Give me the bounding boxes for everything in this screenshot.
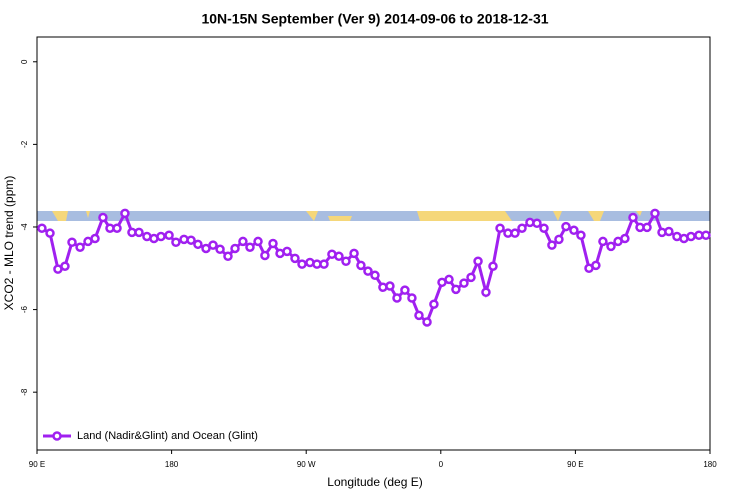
data-point bbox=[591, 260, 601, 271]
data-point bbox=[253, 236, 263, 247]
land-ocean-strip bbox=[37, 211, 710, 221]
land bbox=[636, 211, 642, 216]
data-point bbox=[112, 223, 122, 233]
land bbox=[553, 211, 562, 221]
data-point bbox=[422, 317, 432, 327]
data-point bbox=[260, 250, 270, 261]
data-point bbox=[67, 237, 77, 248]
data-point bbox=[385, 281, 395, 291]
data-point bbox=[363, 266, 373, 276]
x-tick-label: 180 bbox=[165, 460, 179, 469]
data-point bbox=[650, 208, 660, 219]
y-tick-label: -4 bbox=[20, 223, 29, 231]
data-point bbox=[297, 259, 307, 269]
land bbox=[86, 211, 90, 218]
data-point bbox=[37, 223, 47, 233]
data-point bbox=[334, 251, 344, 262]
x-tick-label: 90 E bbox=[29, 460, 45, 469]
data-point bbox=[459, 278, 469, 288]
data-point bbox=[268, 238, 278, 249]
y-tick-label: 0 bbox=[20, 59, 29, 64]
y-tick-label: -6 bbox=[20, 305, 29, 313]
ocean-band bbox=[37, 211, 710, 221]
data-point bbox=[481, 287, 491, 297]
data-point bbox=[554, 234, 564, 245]
data-point bbox=[473, 256, 483, 267]
data-point bbox=[400, 285, 410, 295]
x-tick-label: 90 W bbox=[297, 460, 316, 469]
data-point bbox=[156, 231, 166, 242]
data-point bbox=[356, 260, 366, 271]
data-point bbox=[282, 246, 292, 257]
data-point bbox=[466, 272, 476, 283]
data-point bbox=[414, 310, 424, 321]
data-point bbox=[429, 299, 439, 309]
land bbox=[52, 211, 68, 221]
data-point bbox=[606, 241, 616, 252]
data-point bbox=[392, 293, 402, 303]
data-point bbox=[561, 221, 571, 232]
x-tick-label: 0 bbox=[439, 460, 444, 469]
chart-title: 10N-15N September (Ver 9) 2014-09-06 to … bbox=[201, 11, 548, 27]
data-point bbox=[230, 243, 240, 254]
x-axis-label: Longitude (deg E) bbox=[327, 475, 422, 489]
data-point bbox=[701, 230, 711, 240]
x-tick-label: 90 E bbox=[567, 460, 583, 469]
y-axis-label: XCO2 - MLO trend (ppm) bbox=[2, 176, 16, 311]
data-point bbox=[193, 239, 203, 250]
data-point bbox=[547, 240, 557, 250]
data-point bbox=[171, 237, 181, 248]
data-point bbox=[620, 233, 630, 244]
data-point bbox=[201, 243, 211, 254]
legend-marker bbox=[52, 431, 62, 441]
y-tick-label: -8 bbox=[20, 388, 29, 396]
data-point bbox=[569, 225, 579, 236]
data-point bbox=[238, 236, 248, 247]
data-point bbox=[370, 270, 380, 281]
data-point bbox=[532, 218, 542, 229]
data-point bbox=[245, 242, 255, 252]
data-point bbox=[510, 228, 520, 238]
data-point bbox=[208, 240, 218, 250]
data-point bbox=[686, 231, 696, 242]
land bbox=[588, 211, 604, 221]
data-point bbox=[45, 228, 55, 238]
x-tick-label: 180 bbox=[703, 460, 717, 469]
data-point bbox=[628, 212, 638, 223]
data-point bbox=[341, 256, 351, 267]
data-point bbox=[517, 223, 527, 233]
data-point bbox=[488, 261, 498, 271]
land bbox=[417, 211, 512, 221]
data-point bbox=[164, 230, 174, 240]
data-point bbox=[60, 261, 70, 271]
data-point bbox=[215, 244, 225, 255]
data-point bbox=[495, 223, 505, 233]
data-point bbox=[134, 227, 144, 238]
legend-label: Land (Nadir&Glint) and Ocean (Glint) bbox=[77, 430, 258, 442]
data-point bbox=[75, 242, 85, 252]
data-point bbox=[290, 253, 300, 264]
data-point bbox=[349, 248, 359, 259]
plot-frame bbox=[36, 36, 711, 451]
data-point bbox=[664, 226, 674, 237]
y-tick-label: -2 bbox=[20, 140, 29, 148]
land bbox=[306, 211, 318, 221]
data-point bbox=[539, 223, 549, 233]
land bbox=[328, 216, 352, 221]
data-point bbox=[451, 284, 461, 295]
data-point bbox=[98, 212, 108, 223]
data-point bbox=[407, 293, 417, 303]
data-point bbox=[186, 235, 196, 245]
data-point bbox=[90, 233, 100, 244]
data-point bbox=[120, 208, 130, 219]
data-point bbox=[642, 222, 652, 233]
data-point bbox=[444, 274, 454, 285]
data-point bbox=[598, 236, 608, 247]
data-point bbox=[223, 251, 233, 262]
data-point bbox=[319, 259, 329, 269]
data-point bbox=[576, 230, 586, 240]
